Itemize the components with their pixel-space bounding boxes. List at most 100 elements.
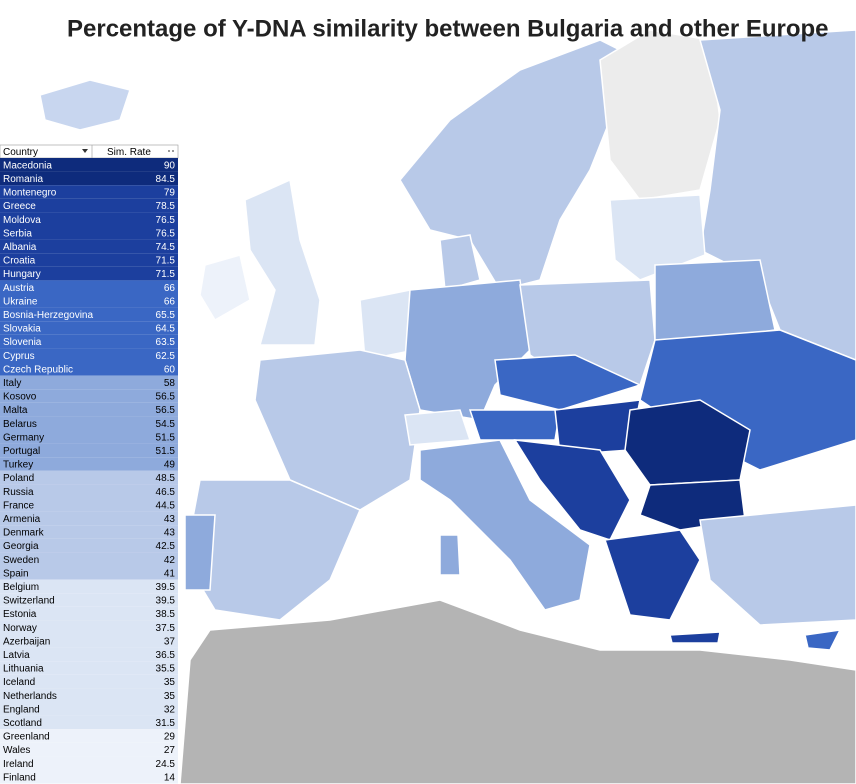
rate-cell: 71.5 (156, 256, 176, 267)
rate-cell: 29 (164, 732, 176, 743)
row-bg (0, 402, 178, 417)
row-bg (0, 239, 178, 254)
row-bg (0, 375, 178, 390)
row-bg (0, 348, 178, 362)
finland (599, 29, 721, 201)
sardinia (439, 534, 461, 576)
country-cell: Belarus (3, 419, 37, 430)
country-cell: Armenia (3, 514, 41, 525)
austria-slovenia (468, 409, 561, 441)
rate-cell: 48.5 (156, 473, 176, 484)
rate-cell: 46.5 (156, 487, 176, 498)
header-cell: Country (3, 147, 38, 158)
rate-cell: 63.5 (156, 337, 176, 348)
iceland (39, 79, 131, 131)
rate-cell: 84.5 (156, 174, 176, 185)
row-bg (0, 538, 178, 553)
rate-cell: 24.5 (156, 759, 176, 770)
row-bg (0, 280, 178, 294)
country-cell: Greece (3, 201, 36, 212)
country-cell: Azerbaijan (3, 636, 50, 647)
crete (669, 631, 721, 644)
row-bg (0, 525, 178, 539)
country-cell: Turkey (3, 460, 33, 471)
country-cell: Austria (3, 283, 35, 294)
row-bg (0, 715, 178, 730)
rate-cell: 35.5 (156, 664, 176, 675)
country-cell: Belgium (3, 582, 39, 593)
rate-cell: 51.5 (156, 432, 176, 443)
row-bg (0, 198, 178, 213)
rate-cell: 43 (164, 528, 176, 539)
row-bg (0, 756, 178, 770)
row-bg (0, 484, 178, 498)
rate-cell: 32 (164, 704, 176, 715)
row-bg (0, 606, 178, 621)
country-cell: Germany (3, 432, 44, 443)
country-cell: Slovenia (3, 337, 42, 348)
rate-cell: 41 (164, 568, 176, 579)
row-bg (0, 674, 178, 689)
ireland (199, 254, 251, 322)
header-cell: Sim. Rate (107, 147, 151, 158)
row-bg (0, 416, 178, 430)
title: Percentage of Y-DNA similarity between B… (67, 15, 829, 42)
czech-slovakia (494, 354, 643, 411)
country-cell: Montenegro (3, 188, 57, 199)
rate-cell: 43 (164, 514, 176, 525)
row-bg (0, 498, 178, 512)
rate-cell: 66 (164, 283, 176, 294)
row-bg (0, 661, 178, 675)
belarus (654, 259, 776, 341)
country-cell: Portugal (3, 446, 40, 457)
country-cell: Bosnia-Herzegovina (3, 310, 93, 321)
italy (419, 439, 591, 611)
row-bg (0, 171, 178, 186)
country-cell: Kosovo (3, 392, 37, 403)
country-cell: Serbia (3, 228, 32, 239)
rate-cell: 36.5 (156, 650, 176, 661)
rate-cell: 27 (164, 745, 176, 756)
row-bg (0, 579, 178, 594)
row-bg (0, 158, 178, 172)
country-cell: Georgia (3, 541, 39, 552)
row-bg (0, 742, 178, 757)
row-bg (0, 634, 178, 648)
country-cell: Norway (3, 623, 37, 634)
rate-cell: 51.5 (156, 446, 176, 457)
country-cell: Scotland (3, 718, 42, 729)
turkey (699, 504, 856, 626)
table: Country Sim. Rate Macedonia 90 Romania 84.5 Mo… (0, 144, 179, 784)
row-bg (0, 185, 178, 199)
country-cell: Czech Republic (3, 364, 73, 375)
rate-cell: 44.5 (156, 500, 176, 511)
row-bg (0, 647, 178, 662)
country-cell: Slovakia (3, 324, 41, 335)
country-cell: Russia (3, 487, 34, 498)
country-cell: Latvia (3, 650, 30, 661)
country-cell: Lithuania (3, 664, 44, 675)
rate-cell: 64.5 (156, 324, 176, 335)
country-cell: Estonia (3, 609, 37, 620)
country-cell: Albania (3, 242, 37, 253)
row-bg (0, 430, 178, 444)
france (254, 349, 421, 511)
country-cell: Malta (3, 405, 28, 416)
row-bg (0, 321, 178, 335)
rate-cell: 62.5 (156, 351, 176, 362)
filter-button[interactable] (82, 149, 88, 153)
country-cell: Greenland (3, 732, 50, 743)
country-cell: Macedonia (3, 160, 52, 171)
rate-cell: 39.5 (156, 582, 176, 593)
country-cell: Hungary (3, 269, 41, 280)
north-africa (179, 599, 856, 784)
switzerland (404, 409, 472, 446)
row-bg (0, 593, 178, 607)
row-bg (0, 729, 178, 743)
rate-cell: 38.5 (156, 609, 176, 620)
row-bg (0, 770, 178, 784)
rate-cell: 56.5 (156, 405, 176, 416)
rate-cell: 78.5 (156, 201, 176, 212)
country-cell: Poland (3, 473, 34, 484)
